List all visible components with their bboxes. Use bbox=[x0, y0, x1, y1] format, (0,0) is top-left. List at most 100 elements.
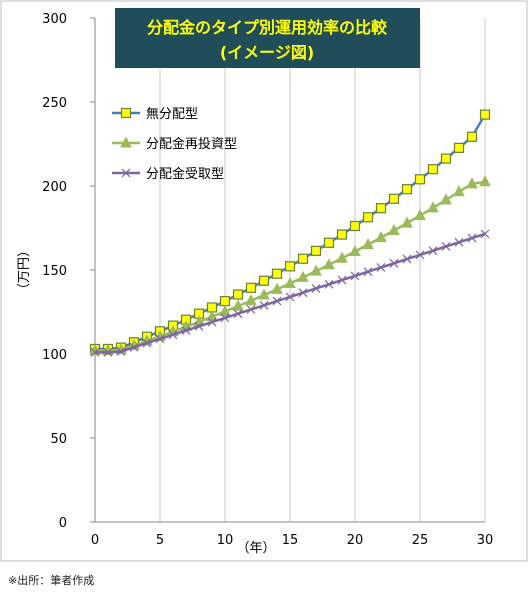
data-point bbox=[466, 131, 478, 142]
data-point bbox=[401, 216, 413, 228]
data-point bbox=[168, 330, 178, 340]
data-point bbox=[155, 334, 165, 344]
title-box bbox=[115, 8, 420, 68]
legend-marker bbox=[120, 107, 132, 119]
data-point bbox=[310, 264, 322, 276]
legend-label: 分配金受取型 bbox=[146, 166, 224, 182]
data-point bbox=[271, 282, 283, 294]
data-point bbox=[375, 203, 387, 214]
data-point bbox=[349, 244, 361, 257]
data-point bbox=[233, 309, 243, 319]
data-point bbox=[389, 258, 399, 268]
data-point bbox=[219, 304, 231, 316]
data-point bbox=[298, 288, 308, 298]
data-point bbox=[362, 238, 374, 250]
legend-label: 無分配型 bbox=[146, 107, 198, 122]
data-point bbox=[441, 242, 451, 251]
data-point bbox=[479, 109, 491, 120]
x-axis-label: （年） bbox=[236, 541, 275, 556]
y-tick-label: 300 bbox=[42, 12, 67, 27]
data-point bbox=[297, 270, 309, 282]
x-tick-label: 5 bbox=[156, 533, 164, 548]
data-point bbox=[414, 208, 426, 221]
title-line-1: 分配金のタイプ別運用効率の比較 bbox=[147, 18, 388, 37]
chart-title: 分配金のタイプ別運用効率の比較 (イメージ図) bbox=[115, 8, 420, 68]
legend-label: 分配金再投資型 bbox=[146, 136, 237, 152]
legend-entry: 分配金受取型 bbox=[112, 166, 224, 182]
data-point bbox=[206, 310, 218, 322]
data-point bbox=[466, 177, 478, 189]
data-point bbox=[376, 263, 386, 272]
legend-entry: 分配金再投資型 bbox=[112, 136, 237, 152]
data-point bbox=[337, 275, 347, 285]
data-point bbox=[285, 292, 295, 302]
data-point bbox=[402, 254, 412, 264]
data-point bbox=[323, 258, 335, 270]
data-point bbox=[90, 347, 100, 357]
y-tick-label: 100 bbox=[42, 348, 67, 363]
data-point bbox=[440, 193, 452, 205]
data-point bbox=[453, 185, 465, 197]
data-point bbox=[220, 313, 230, 323]
data-point bbox=[194, 321, 204, 331]
y-tick-label: 150 bbox=[42, 264, 67, 279]
data-point bbox=[246, 305, 256, 314]
y-tick-label: 250 bbox=[42, 96, 67, 111]
title-line-2: (イメージ図) bbox=[220, 43, 314, 62]
data-point bbox=[388, 223, 400, 236]
data-point bbox=[414, 174, 426, 185]
data-point bbox=[427, 164, 439, 175]
data-point bbox=[324, 279, 334, 289]
data-point bbox=[427, 201, 439, 213]
data-point bbox=[103, 347, 113, 357]
data-point bbox=[428, 246, 438, 256]
x-tick-label: 0 bbox=[91, 533, 99, 548]
data-point bbox=[272, 296, 282, 306]
data-point bbox=[181, 326, 191, 335]
data-point bbox=[258, 288, 270, 300]
x-tick-label: 20 bbox=[347, 533, 364, 548]
data-point bbox=[311, 284, 321, 293]
data-point bbox=[454, 237, 464, 247]
data-point bbox=[129, 342, 139, 352]
y-tick-label: 50 bbox=[50, 432, 67, 447]
y-tick-label: 0 bbox=[59, 516, 67, 531]
data-point bbox=[336, 251, 348, 263]
data-point bbox=[375, 231, 387, 243]
y-tick-label: 200 bbox=[42, 180, 67, 195]
data-point bbox=[453, 142, 465, 153]
data-point bbox=[440, 153, 452, 164]
data-point bbox=[467, 233, 477, 243]
data-point bbox=[232, 289, 244, 300]
source-note: ※出所：筆者作成 bbox=[8, 574, 95, 587]
data-point bbox=[479, 175, 491, 187]
data-point bbox=[284, 276, 296, 288]
data-point bbox=[245, 294, 257, 306]
x-tick-label: 15 bbox=[282, 533, 299, 548]
legend-marker bbox=[120, 136, 132, 148]
data-point bbox=[142, 338, 152, 348]
data-point bbox=[284, 261, 296, 272]
legend-entry: 無分配型 bbox=[112, 107, 198, 122]
data-point bbox=[480, 229, 490, 239]
data-point bbox=[349, 220, 361, 232]
legend-marker bbox=[121, 168, 131, 178]
data-point bbox=[271, 268, 283, 279]
data-point bbox=[336, 229, 348, 240]
data-point bbox=[363, 267, 373, 277]
data-point bbox=[415, 250, 425, 260]
data-point bbox=[207, 317, 217, 327]
x-tick-label: 25 bbox=[412, 533, 429, 548]
data-point bbox=[116, 347, 126, 356]
data-point bbox=[245, 282, 257, 293]
data-point bbox=[232, 299, 244, 311]
grid-lines bbox=[159, 18, 486, 522]
data-point bbox=[219, 295, 231, 307]
data-point bbox=[401, 184, 413, 195]
data-point bbox=[362, 212, 374, 223]
x-tick-label: 30 bbox=[477, 533, 494, 548]
series-layer bbox=[89, 109, 491, 357]
data-point bbox=[310, 245, 322, 256]
